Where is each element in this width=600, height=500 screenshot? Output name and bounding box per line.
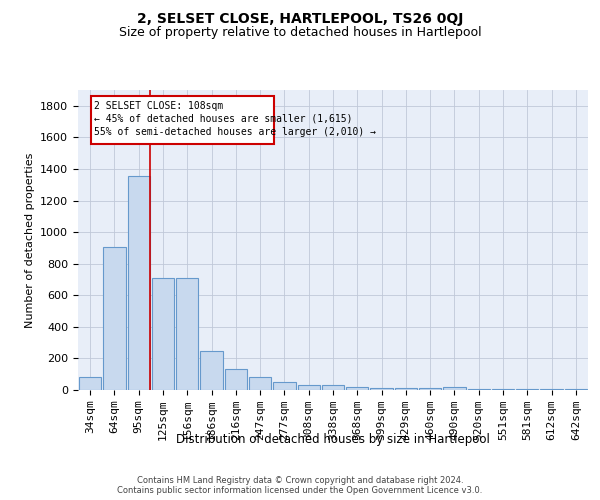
Bar (249, 378, 271, 390)
Text: Size of property relative to detached houses in Hartlepool: Size of property relative to detached ho… (119, 26, 481, 39)
FancyBboxPatch shape (91, 96, 274, 144)
Bar (541, 389, 563, 390)
Text: Distribution of detached houses by size in Hartlepool: Distribution of detached houses by size … (176, 432, 490, 446)
Y-axis label: Number of detached properties: Number of detached properties (25, 152, 35, 328)
Bar (419, 388, 442, 390)
Bar (395, 388, 417, 390)
Bar (322, 386, 344, 390)
Bar (200, 352, 223, 390)
Bar (443, 387, 466, 390)
Text: Contains public sector information licensed under the Open Government Licence v3: Contains public sector information licen… (118, 486, 482, 495)
Text: ← 45% of detached houses are smaller (1,615): ← 45% of detached houses are smaller (1,… (94, 114, 352, 124)
Bar (152, 278, 174, 390)
Bar (103, 247, 125, 390)
Bar (79, 378, 101, 390)
Text: 2 SELSET CLOSE: 108sqm: 2 SELSET CLOSE: 108sqm (94, 101, 223, 111)
Bar (298, 386, 320, 390)
Bar (128, 176, 150, 390)
Bar (492, 389, 514, 390)
Bar (176, 278, 199, 390)
Text: 55% of semi-detached houses are larger (2,010) →: 55% of semi-detached houses are larger (… (94, 127, 376, 137)
Bar (224, 368, 247, 390)
Text: 2, SELSET CLOSE, HARTLEPOOL, TS26 0QJ: 2, SELSET CLOSE, HARTLEPOOL, TS26 0QJ (137, 12, 463, 26)
Bar (273, 382, 296, 390)
Bar (467, 389, 490, 390)
Bar (346, 387, 368, 390)
Bar (516, 389, 538, 390)
Bar (370, 388, 393, 390)
Bar (565, 389, 587, 390)
Text: Contains HM Land Registry data © Crown copyright and database right 2024.: Contains HM Land Registry data © Crown c… (137, 476, 463, 485)
